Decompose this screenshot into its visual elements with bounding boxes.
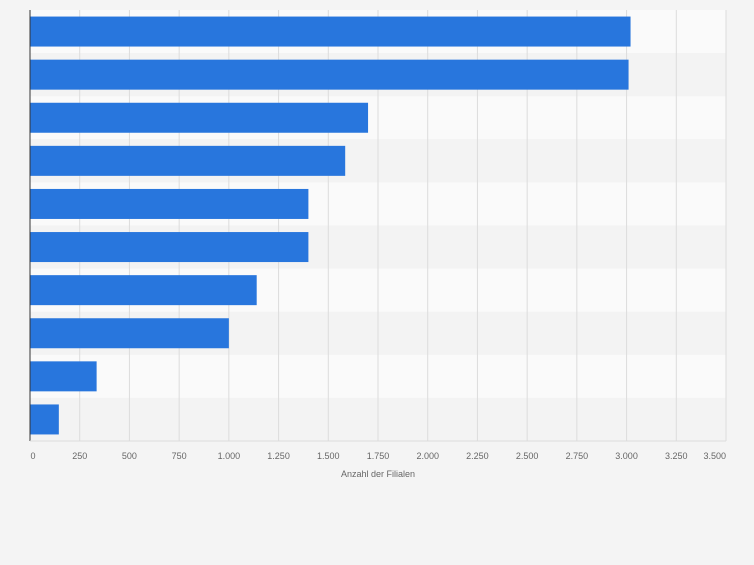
bar[interactable] [30, 16, 631, 47]
bar[interactable] [30, 232, 309, 263]
bar[interactable] [30, 404, 59, 435]
x-tick-label: 1.500 [317, 451, 340, 461]
x-tick-label: 0 [30, 451, 35, 461]
x-tick-labels: 0 250 500 750 1.000 1.250 1.500 1.750 2.000 2.250… [30, 451, 726, 461]
bar[interactable] [30, 102, 369, 133]
bar[interactable] [30, 145, 346, 176]
bar[interactable] [30, 275, 257, 306]
x-tick-label: 3.250 [665, 451, 688, 461]
x-tick-label: 1.750 [367, 451, 390, 461]
x-tick-label: 750 [172, 451, 187, 461]
x-tick-label: 2.750 [566, 451, 589, 461]
bar[interactable] [30, 361, 97, 392]
x-axis-label: Anzahl der Filialen [341, 469, 415, 479]
x-tick-label: 1.250 [267, 451, 290, 461]
axes [29, 10, 726, 442]
x-tick-label: 2.500 [516, 451, 539, 461]
x-tick-label: 3.000 [615, 451, 638, 461]
x-tick-label: 1.000 [218, 451, 241, 461]
bar[interactable] [30, 59, 629, 90]
x-tick-label: 250 [72, 451, 87, 461]
bars [30, 16, 631, 435]
x-tick-label: 2.250 [466, 451, 489, 461]
x-tick-label: 500 [122, 451, 137, 461]
x-tick-label: 2.000 [416, 451, 439, 461]
bar[interactable] [30, 188, 309, 219]
bar[interactable] [30, 318, 229, 349]
x-tick-label: 3.500 [703, 451, 726, 461]
